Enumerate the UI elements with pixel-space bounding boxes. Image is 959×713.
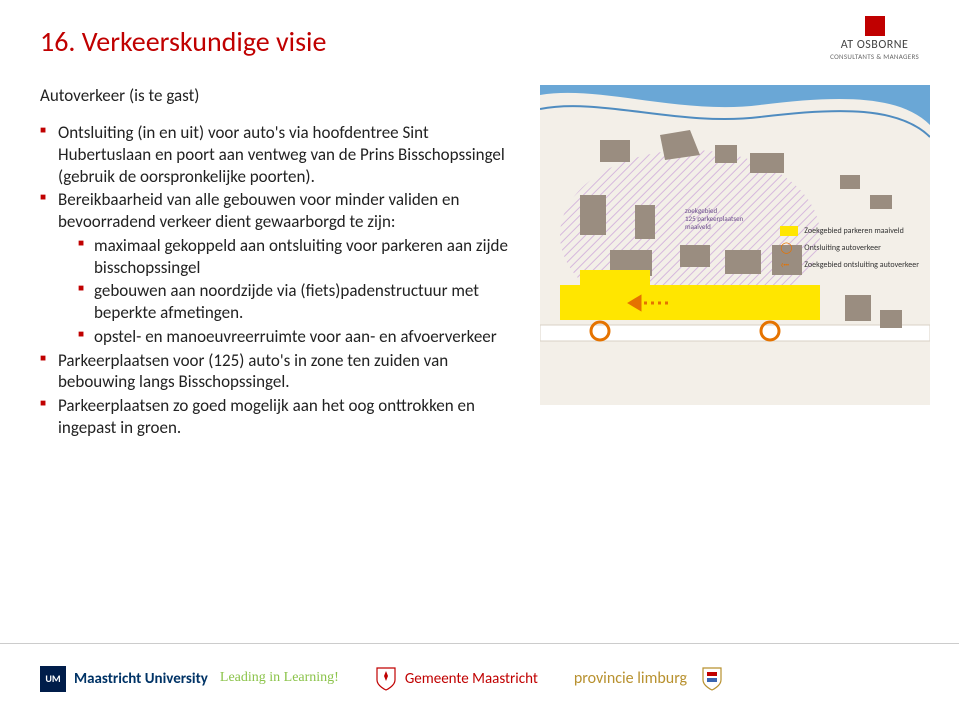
footer-logo-um: UM Maastricht University Leading in Lear… [40,666,339,692]
sub-bullet-text: opstel- en manoeuvreerruimte voor aan- e… [94,326,497,347]
footer-logo-gemeente: Gemeente Maastricht [375,666,538,692]
slide: AT OSBORNE CONSULTANTS & MANAGERS 16. Ve… [0,0,959,713]
osborne-logo-name: AT OSBORNE [830,38,919,52]
legend-label: Zoekgebied parkeren maaiveld [804,225,903,238]
shield-icon [375,666,397,692]
um-tagline: Leading in Learning! [220,672,339,685]
map-column: zoekgebied 125 parkeerplaatsen maaiveld … [540,85,919,415]
map-legend: Zoekgebied parkeren maaiveld Ontsluiting… [780,225,919,275]
sub-bullet-list: maximaal gekoppeld aan ontsluiting voor … [58,235,520,348]
um-name: Maastricht University [74,670,208,688]
bullet-text: Parkeerplaatsen voor (125) auto's in zon… [58,350,448,393]
content-row: Autoverkeer (is te gast) Ontsluiting (in… [40,85,919,441]
legend-swatch-yellow [780,226,798,236]
legend-swatch-arrow [780,260,798,270]
legend-row: Zoekgebied ontsluiting autoverkeer [780,259,919,272]
legend-row: Ontsluiting autoverkeer [780,242,919,255]
footer: UM Maastricht University Leading in Lear… [0,643,959,713]
um-badge-icon: UM [40,666,66,692]
bullet-item: Ontsluiting (in en uit) voor auto's via … [40,122,520,187]
sub-bullet-item: maximaal gekoppeld aan ontsluiting voor … [58,235,520,279]
bullet-item: Parkeerplaatsen zo goed mogelijk aan het… [40,395,520,439]
legend-row: Zoekgebied parkeren maaiveld [780,225,919,238]
bullet-list: Ontsluiting (in en uit) voor auto's via … [40,122,520,439]
footer-logo-provincie: provincie limburg [574,666,723,692]
gemeente-name: Gemeente Maastricht [405,670,538,688]
provincie-name: provincie limburg [574,669,687,688]
bullet-item: Parkeerplaatsen voor (125) auto's in zon… [40,350,520,394]
header-logo-osborne: AT OSBORNE CONSULTANTS & MANAGERS [830,16,919,61]
sub-bullet-item: gebouwen aan noordzijde via (fiets)paden… [58,280,520,324]
legend-label: Zoekgebied ontsluiting autoverkeer [804,259,919,272]
shield-icon [701,666,723,692]
bullet-text: Ontsluiting (in en uit) voor auto's via … [58,122,505,187]
map-annotation-3: maaiveld [685,222,711,231]
text-column: Autoverkeer (is te gast) Ontsluiting (in… [40,85,520,441]
sub-bullet-text: maximaal gekoppeld aan ontsluiting voor … [94,235,508,278]
osborne-logo-mark [865,16,885,36]
slide-title: 16. Verkeerskundige visie [40,24,919,59]
bullet-text: Parkeerplaatsen zo goed mogelijk aan het… [58,395,475,438]
sub-bullet-item: opstel- en manoeuvreerruimte voor aan- e… [58,326,520,348]
subheading: Autoverkeer (is te gast) [40,85,520,106]
legend-label: Ontsluiting autoverkeer [804,242,881,255]
bullet-item: Bereikbaarheid van alle gebouwen voor mi… [40,189,520,347]
bullet-text: Bereikbaarheid van alle gebouwen voor mi… [58,189,459,232]
legend-swatch-circle [780,243,798,253]
osborne-logo-sub: CONSULTANTS & MANAGERS [830,52,919,61]
sub-bullet-text: gebouwen aan noordzijde via (fiets)paden… [94,280,479,323]
